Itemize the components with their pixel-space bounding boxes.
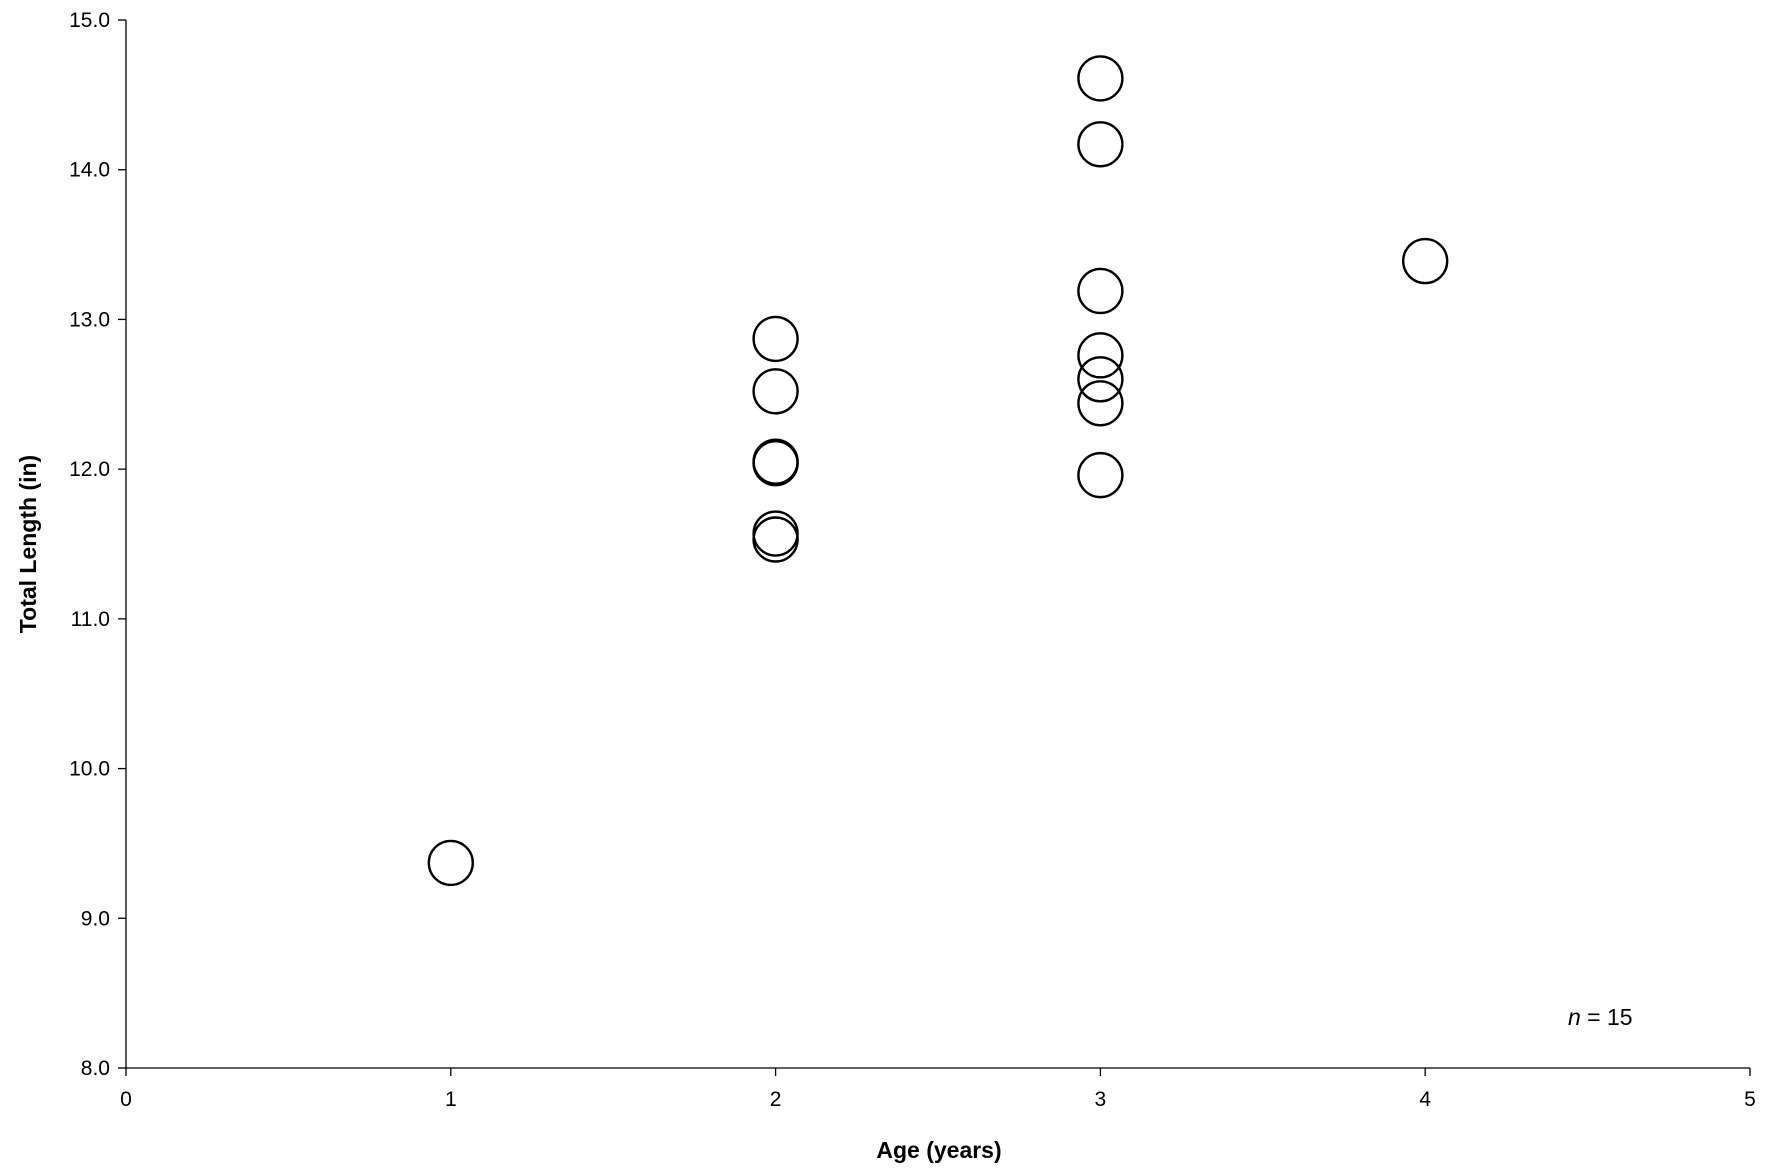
data-point [752, 439, 799, 487]
data-point [1077, 451, 1124, 499]
sample-size-annotation: n = 15 [1568, 1004, 1633, 1030]
data-point [427, 839, 474, 887]
y-tick-label: 14.0 [69, 159, 110, 182]
x-tick-label: 4 [1419, 1088, 1431, 1111]
x-tick-label: 2 [770, 1088, 782, 1111]
sample-size-symbol: n [1568, 1004, 1581, 1030]
x-axis: 0 1 2 3 4 5 [120, 1067, 1756, 1111]
y-tick-label: 11.0 [71, 608, 110, 631]
sample-size-value: = 15 [1581, 1004, 1633, 1030]
x-tick-label: 5 [1744, 1088, 1756, 1111]
data-point [752, 315, 799, 363]
y-tick-label: 12.0 [69, 458, 110, 481]
x-axis-title: Age (years) [876, 1137, 1001, 1163]
y-tick-label: 10.0 [69, 758, 110, 781]
data-point [1077, 267, 1124, 315]
data-point [1077, 380, 1124, 427]
data-point [752, 516, 799, 563]
x-tick-label: 0 [120, 1088, 132, 1111]
data-point [1077, 332, 1124, 379]
data-point [1077, 121, 1124, 168]
data-point [1077, 356, 1124, 403]
data-point [1077, 55, 1124, 102]
x-tick-label: 1 [445, 1088, 457, 1111]
data-points [427, 55, 1449, 887]
y-axis: 8.0 9.0 10.0 11.0 12.0 13.0 14.0 15.0 [69, 9, 127, 1080]
y-tick-label: 15.0 [69, 9, 110, 32]
y-tick-label: 9.0 [81, 907, 110, 930]
y-axis-title: Total Length (in) [15, 455, 41, 633]
y-tick-label: 8.0 [81, 1057, 110, 1080]
data-point [1401, 237, 1449, 285]
y-tick-label: 13.0 [69, 308, 110, 331]
x-tick-label: 3 [1095, 1088, 1107, 1111]
data-point [752, 368, 799, 415]
